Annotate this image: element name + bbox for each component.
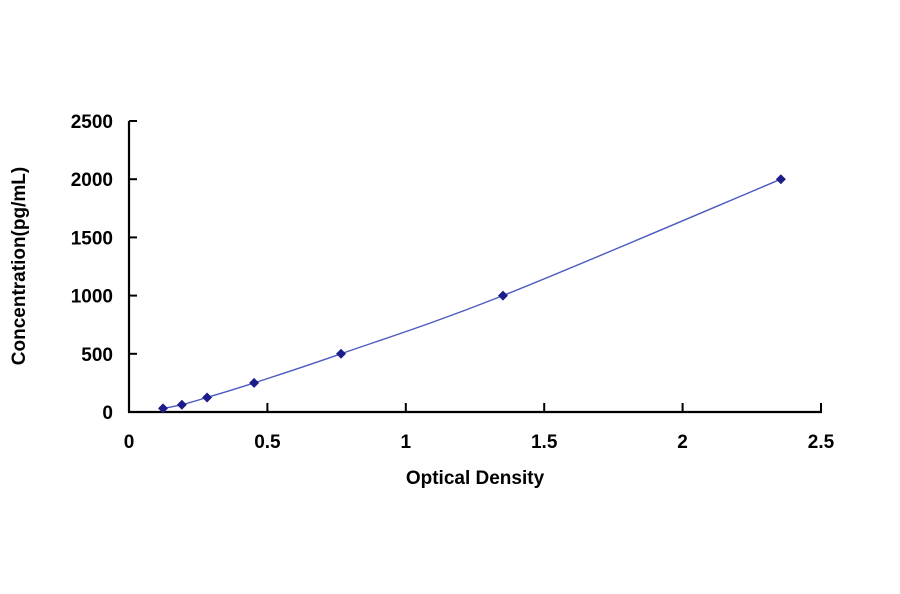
fitted-curve-line (162, 178, 782, 410)
x-tick-label: 1 (401, 432, 412, 453)
x-tick-label: 1.5 (531, 432, 558, 453)
y-tick-label: 500 (81, 345, 113, 366)
x-axis-ticks: 0 0.5 1 1.5 2 2.5 (124, 403, 835, 453)
diamond-marker (158, 403, 169, 414)
diamond-marker (497, 290, 508, 301)
x-axis-title: Optical Density (406, 468, 545, 489)
x-tick-label: 2 (677, 432, 688, 453)
y-axis-ticks: 0 500 1000 1500 2000 2500 (71, 112, 137, 424)
diamond-marker (202, 392, 213, 403)
y-tick-label: 2000 (71, 170, 113, 191)
x-tick-label: 0 (124, 432, 135, 453)
y-tick-label: 1500 (71, 228, 113, 249)
diamond-marker (249, 377, 260, 388)
y-tick-label: 1000 (71, 287, 113, 308)
diamond-marker (176, 399, 187, 410)
y-tick-label: 0 (102, 403, 113, 424)
x-tick-label: 2.5 (808, 432, 835, 453)
x-tick-label: 0.5 (254, 432, 281, 453)
diamond-marker (336, 348, 347, 359)
diamond-marker (775, 174, 786, 185)
axes (127, 121, 822, 414)
data-point-markers (158, 174, 786, 414)
y-tick-label: 2500 (71, 112, 113, 133)
y-axis-title: Concentration(pg/mL) (9, 167, 30, 365)
